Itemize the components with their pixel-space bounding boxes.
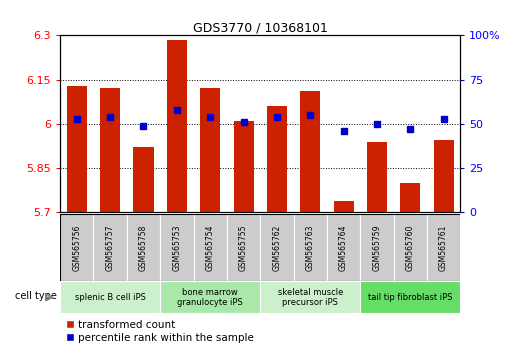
Bar	[394, 214, 427, 281]
Legend: transformed count, percentile rank within the sample: transformed count, percentile rank withi…	[65, 320, 254, 343]
Bar	[60, 281, 160, 313]
Text: bone marrow
granulocyte iPS: bone marrow granulocyte iPS	[177, 288, 243, 307]
Bar	[434, 140, 453, 212]
Bar	[60, 214, 94, 281]
Text: GSM565755: GSM565755	[239, 224, 248, 271]
Bar	[160, 281, 260, 313]
Bar	[160, 214, 194, 281]
Bar	[200, 88, 220, 212]
Text: tail tip fibroblast iPS: tail tip fibroblast iPS	[368, 293, 452, 302]
Bar	[300, 91, 320, 212]
Text: GSM565753: GSM565753	[173, 224, 181, 271]
Text: GSM565758: GSM565758	[139, 224, 148, 271]
Bar	[260, 281, 360, 313]
Bar	[194, 214, 227, 281]
Bar	[127, 214, 160, 281]
Text: GSM565762: GSM565762	[272, 224, 281, 271]
Bar	[227, 214, 260, 281]
Text: GSM565756: GSM565756	[72, 224, 81, 271]
Bar	[260, 214, 293, 281]
Text: cell type: cell type	[15, 291, 57, 301]
Text: GSM565761: GSM565761	[439, 224, 448, 271]
Bar	[367, 142, 387, 212]
Bar	[327, 214, 360, 281]
Bar	[334, 201, 354, 212]
Bar	[233, 121, 254, 212]
Bar	[360, 281, 460, 313]
Bar	[360, 214, 393, 281]
Text: GSM565759: GSM565759	[372, 224, 381, 271]
Text: GSM565763: GSM565763	[306, 224, 315, 271]
Bar	[267, 106, 287, 212]
Bar	[427, 214, 460, 281]
Bar	[133, 148, 154, 212]
Bar	[94, 214, 127, 281]
Bar	[400, 183, 420, 212]
Bar	[100, 88, 120, 212]
Text: skeletal muscle
precursor iPS: skeletal muscle precursor iPS	[278, 288, 343, 307]
Bar	[293, 214, 327, 281]
Text: GSM565760: GSM565760	[406, 224, 415, 271]
Title: GDS3770 / 10368101: GDS3770 / 10368101	[193, 21, 327, 34]
Text: GSM565754: GSM565754	[206, 224, 214, 271]
Text: GSM565764: GSM565764	[339, 224, 348, 271]
Text: splenic B cell iPS: splenic B cell iPS	[75, 293, 145, 302]
Bar	[67, 86, 87, 212]
Text: GSM565757: GSM565757	[106, 224, 115, 271]
Bar	[167, 40, 187, 212]
